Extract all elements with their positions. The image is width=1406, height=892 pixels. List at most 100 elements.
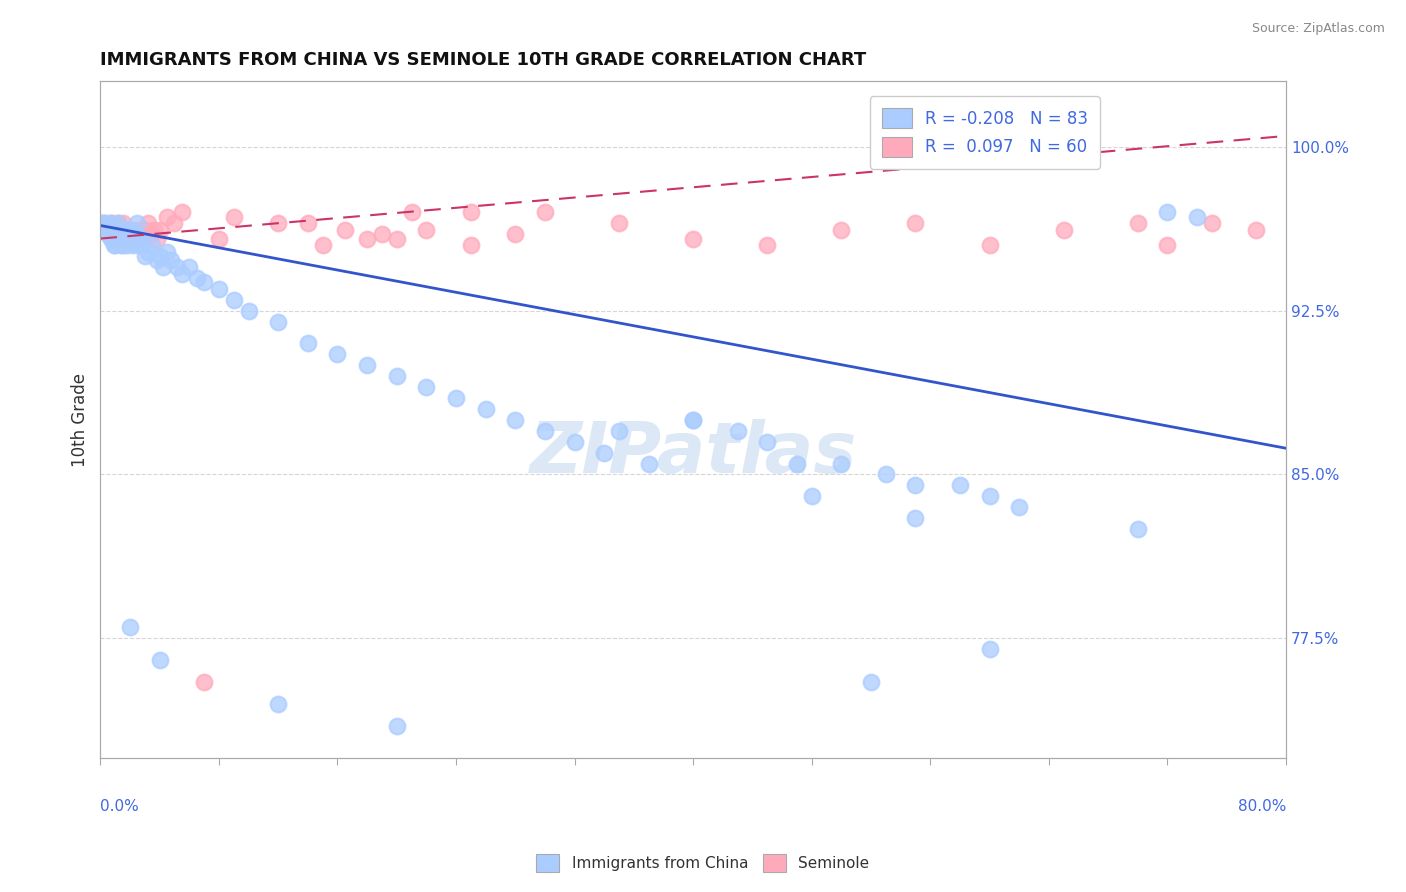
Point <box>460 205 482 219</box>
Point <box>103 227 125 242</box>
Point <box>152 260 174 274</box>
Point <box>105 223 128 237</box>
Point <box>186 271 208 285</box>
Point <box>415 223 437 237</box>
Point <box>115 223 138 237</box>
Point <box>371 227 394 242</box>
Point <box>385 718 408 732</box>
Point <box>166 260 188 274</box>
Point <box>118 620 141 634</box>
Point <box>105 223 128 237</box>
Text: ZIPatlas: ZIPatlas <box>530 419 856 488</box>
Point <box>142 223 165 237</box>
Point <box>637 457 659 471</box>
Point <box>800 489 823 503</box>
Point <box>96 216 118 230</box>
Point <box>111 216 134 230</box>
Point <box>101 231 124 245</box>
Point <box>222 293 245 307</box>
Point <box>904 511 927 525</box>
Point <box>415 380 437 394</box>
Point <box>114 231 136 245</box>
Point <box>297 336 319 351</box>
Point <box>107 216 129 230</box>
Point <box>682 231 704 245</box>
Point <box>125 227 148 242</box>
Point <box>97 227 120 242</box>
Point <box>208 282 231 296</box>
Point <box>103 238 125 252</box>
Point <box>100 216 122 230</box>
Point <box>564 434 586 449</box>
Point <box>104 227 127 242</box>
Point <box>112 223 135 237</box>
Text: Source: ZipAtlas.com: Source: ZipAtlas.com <box>1251 22 1385 36</box>
Point <box>111 238 134 252</box>
Point <box>401 205 423 219</box>
Point <box>128 238 150 252</box>
Point <box>89 216 111 230</box>
Point <box>1126 522 1149 536</box>
Point <box>108 223 131 237</box>
Point <box>122 238 145 252</box>
Point <box>91 216 114 230</box>
Point <box>136 244 159 259</box>
Point <box>756 238 779 252</box>
Point <box>108 231 131 245</box>
Point <box>904 216 927 230</box>
Point <box>121 223 143 237</box>
Point <box>356 231 378 245</box>
Point <box>179 260 201 274</box>
Point <box>534 424 557 438</box>
Point <box>131 238 153 252</box>
Point <box>97 227 120 242</box>
Text: 80.0%: 80.0% <box>1237 799 1286 814</box>
Point <box>1008 500 1031 515</box>
Point <box>727 424 749 438</box>
Point <box>222 210 245 224</box>
Point <box>149 249 172 263</box>
Point <box>104 227 127 242</box>
Point <box>979 642 1001 657</box>
Point <box>149 653 172 667</box>
Point <box>156 244 179 259</box>
Point <box>356 358 378 372</box>
Point <box>156 210 179 224</box>
Point <box>163 216 186 230</box>
Point <box>875 467 897 482</box>
Point <box>149 223 172 237</box>
Point <box>98 223 121 237</box>
Point <box>100 216 122 230</box>
Point <box>124 231 146 245</box>
Point <box>460 238 482 252</box>
Point <box>786 457 808 471</box>
Point <box>111 227 134 242</box>
Point <box>117 227 139 242</box>
Point <box>114 223 136 237</box>
Point <box>830 223 852 237</box>
Point <box>1201 216 1223 230</box>
Point <box>101 223 124 237</box>
Point <box>505 413 527 427</box>
Point <box>193 674 215 689</box>
Point <box>118 231 141 245</box>
Point <box>136 216 159 230</box>
Point <box>127 216 149 230</box>
Point <box>474 401 496 416</box>
Point <box>267 216 290 230</box>
Point <box>122 227 145 242</box>
Point <box>1053 223 1076 237</box>
Point <box>96 223 118 237</box>
Point <box>107 216 129 230</box>
Point <box>297 216 319 230</box>
Point <box>859 674 882 689</box>
Y-axis label: 10th Grade: 10th Grade <box>72 373 89 467</box>
Point <box>267 315 290 329</box>
Point <box>904 478 927 492</box>
Point <box>115 238 138 252</box>
Point <box>949 478 972 492</box>
Point <box>170 267 193 281</box>
Point <box>607 424 630 438</box>
Point <box>98 223 121 237</box>
Point <box>979 489 1001 503</box>
